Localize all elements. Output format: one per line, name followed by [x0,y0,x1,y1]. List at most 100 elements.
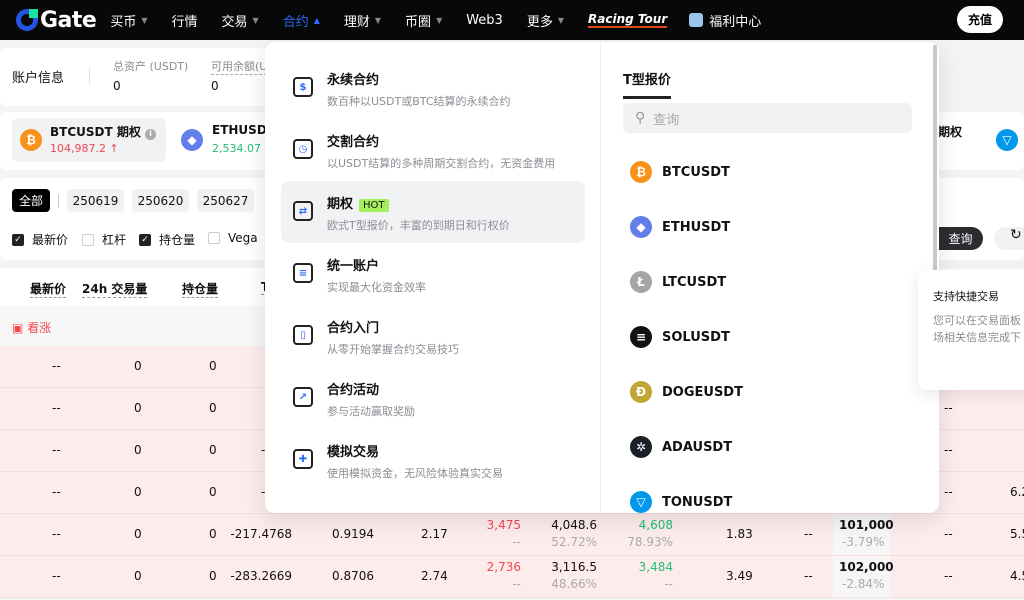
menu-item-0[interactable]: $ 永续合约 数百种以USDT或BTC结算的永续合约 [281,57,585,119]
volume-24h: 0 [134,527,142,541]
filter-all-button[interactable]: 全部 [12,189,50,212]
ask-price: 3,484 [638,560,673,574]
symbol-name: ETHUSDT [662,219,731,235]
nav-label: 买币 [110,14,137,30]
menu-item-title: 期权 HOT [327,193,389,212]
nav-item[interactable]: 交易 ▼ [222,11,259,30]
col-last-price[interactable]: 最新价 [30,282,67,298]
ticker-partial[interactable]: 期权 [938,125,963,139]
menu-item-icon: ▯ [293,325,313,345]
menu-title-text: 交割合约 [327,135,380,150]
position-pnl: -- [804,527,813,541]
checkbox-2[interactable]: ✓ 持仓量 [139,231,195,248]
symbol-search-input[interactable]: ⚲ 查询 [623,103,912,133]
racing-tour-logo[interactable]: Racing Tour [588,12,668,28]
symbol-item[interactable]: ₿ BTCUSDT [630,161,730,183]
put-value: 5.5 [1010,527,1024,541]
hot-badge: HOT [359,199,389,212]
menu-title-text: 期权 [327,197,354,212]
symbol-item[interactable]: ≡ SOLUSDT [630,326,730,348]
nav-label: 更多 [526,14,553,30]
calls-label: ▣ 看涨 [12,319,51,336]
col-open-interest[interactable]: 持仓量 [182,282,219,298]
ticker-btc[interactable]: ₿ BTCUSDT 期权 i 104,987.2 ↑ [12,118,166,162]
menu-item-desc: 以USDT结算的多种周期交割合约，无资金费用 [327,157,556,170]
t-quote-tab[interactable]: T型报价 [623,69,671,99]
volume-24h: 0 [134,401,142,415]
nav-item[interactable]: 买币 ▼ [110,11,147,30]
symbol-item[interactable]: ▽ TONUSDT [630,491,732,513]
table-row[interactable]: -- 0 0 -217.4768 0.9194 2.17 3,475 -- 4,048.6 52.… [0,514,1024,556]
tooltip-title: 支持快捷交易 [933,290,999,303]
nav-label: Web3 [466,12,503,28]
volume-24h: 0 [134,569,142,583]
symbol-item[interactable]: ◆ ETHUSDT [630,216,730,238]
menu-item-2[interactable]: ⇄ 期权 HOT 欧式T型报价，丰富的到期日和行权价 [281,181,585,243]
symbol-item[interactable]: Ł LTCUSDT [630,271,726,293]
col-24h-volume[interactable]: 24h 交易量 [82,282,148,298]
checkbox-3[interactable]: Vega [208,231,258,245]
checkbox-1[interactable]: 杠杆 [82,231,126,248]
nav-label: 理财 [343,14,370,30]
menu-item-title: 合约活动 [327,379,379,398]
eth-icon: ◆ [630,216,652,238]
menu-item-3[interactable]: ≡ 统一账户 实现最大化资金效率 [281,243,585,305]
expiry-date-chip[interactable]: 250619 [67,189,124,212]
put-last-price: -- [944,569,953,583]
caret-down-icon: ▼ [557,15,565,25]
expiry-date-chip[interactable]: 250620 [132,189,189,212]
menu-item-desc: 从零开始掌握合约交易技巧 [327,343,459,356]
nav-label: 币圈 [405,14,432,30]
refresh-icon[interactable]: ↻ [994,227,1024,250]
divider [600,42,601,513]
mark-price: 4,048.6 [551,518,597,532]
menu-item-icon: ✚ [293,449,313,469]
open-interest: 0 [209,359,217,373]
menu-item-4[interactable]: ▯ 合约入门 从零开始掌握合约交易技巧 [281,305,585,367]
nav-item[interactable]: 合约 ▲ [283,11,320,30]
welfare-center-link[interactable]: 福利中心 [689,11,761,30]
symbol-item[interactable]: Ð DOGEUSDT [630,381,743,403]
expiry-date-chip[interactable]: 250627 [197,189,254,212]
open-interest: 0 [209,485,217,499]
table-row[interactable]: -- 0 0 -283.2669 0.8706 2.74 2,736 -- 3,116.5 48.… [0,556,1024,598]
nav-item[interactable]: 更多 ▼ [527,11,564,30]
symbol-item[interactable]: ✲ ADAUSDT [630,436,732,458]
menu-item-icon: ≡ [293,263,313,283]
menu-title-text: 模拟交易 [327,445,380,460]
ton-icon[interactable]: ▽ [996,129,1018,151]
query-button[interactable]: 查询 [938,227,983,250]
last-price: -- [52,443,61,457]
gate-logo[interactable]: Gate [16,8,97,33]
checkbox-icon: ✓ [139,233,151,246]
nav-item[interactable]: Web3 [466,13,503,28]
available-balance-value: 0 [211,79,219,93]
mark-iv: 52.72% [551,535,597,549]
put-last-price: -- [944,527,953,541]
caret-down-icon: ▼ [252,15,259,25]
tooltip-body: 您可以在交易面板 [933,314,1021,327]
nav-label: 合约 [282,14,309,30]
menu-item-title: 交割合约 [327,131,379,150]
nav-item[interactable]: 行情 [172,11,198,30]
scrollbar[interactable] [933,45,937,273]
menu-item-1[interactable]: ◷ 交割合约 以USDT结算的多种周期交割合约，无资金费用 [281,119,585,181]
info-icon[interactable]: i [145,129,157,140]
deposit-button[interactable]: 充值 [957,6,1003,33]
menu-item-5[interactable]: ↗ 合约活动 参与活动赢取奖励 [281,367,585,429]
checkbox-0[interactable]: ✓ 最新价 [12,231,68,248]
last-price: -- [52,359,61,373]
checkbox-label: 最新价 [32,233,69,247]
strike-price: 101,000 [839,518,894,532]
nav-item[interactable]: 理财 ▼ [344,11,381,30]
last-price: -- [52,485,61,499]
ticker-symbol: BTCUSDT 期权 [50,125,141,139]
ticker-price: 2,534.07 ↓ [212,142,274,155]
sol-icon: ≡ [630,326,652,348]
menu-item-6[interactable]: ✚ 模拟交易 使用模拟资金，无风险体验真实交易 [281,429,585,491]
nav-item[interactable]: 币圈 ▼ [405,11,442,30]
divider [58,194,59,208]
available-balance-label[interactable]: 可用余额(U [211,60,268,75]
put-value: 4.5 [1010,569,1024,583]
nav-label: 交易 [221,14,248,30]
